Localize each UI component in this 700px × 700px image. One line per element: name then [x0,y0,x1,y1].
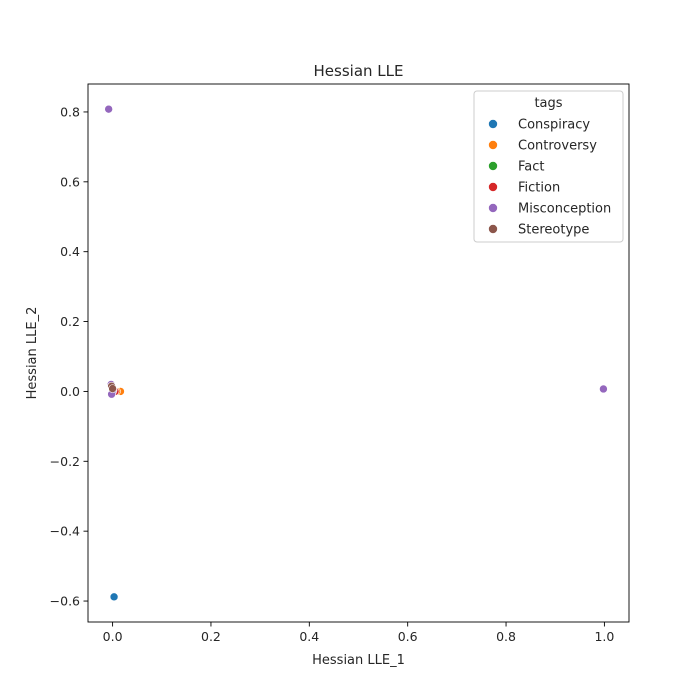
data-point [108,384,117,393]
x-axis-title: Hessian LLE_1 [312,653,405,668]
y-tick-label: −0.6 [50,594,80,609]
legend-box [473,90,624,243]
x-tick-label: 0.4 [299,629,319,644]
x-axis-ticks: 0.0 0.2 0.4 0.6 0.8 1.0 [103,622,614,644]
data-point [104,104,113,114]
data-point [599,384,608,394]
legend-items: Conspiracy Controversy Fact Fiction Misconce… [488,118,611,238]
y-axis-ticks: −0.6 −0.4 −0.2 0.0 0.2 0.4 0.6 0.8 [50,104,88,609]
legend-label: Stereotype [518,223,589,238]
x-tick-label: 0.0 [103,629,123,644]
legend-marker [488,161,498,171]
legend-marker [488,140,498,150]
chart-title: Hessian LLE [314,62,404,80]
data-point [109,592,119,602]
y-tick-label: 0.8 [60,104,80,119]
legend: tags Conspiracy Controversy Fact Fiction Mis… [473,90,624,243]
x-tick-label: 1.0 [594,629,614,644]
legend-label: Fact [518,160,545,175]
legend-title: tags [534,96,562,111]
y-tick-label: −0.4 [50,524,80,539]
legend-marker [488,224,498,234]
legend-label: Fiction [518,181,560,196]
y-tick-label: 0.6 [60,174,80,189]
legend-label: Controversy [518,139,597,154]
y-tick-label: 0.4 [60,244,80,259]
y-tick-label: 0.0 [60,384,80,399]
x-tick-label: 0.8 [496,629,516,644]
y-tick-label: 0.2 [60,314,80,329]
legend-label: Misconception [518,202,611,217]
legend-label: Conspiracy [518,118,590,133]
y-axis-title: Hessian LLE_2 [25,307,40,400]
legend-marker [488,182,498,192]
y-tick-label: −0.2 [50,454,80,469]
x-tick-label: 0.6 [398,629,418,644]
legend-marker [488,203,498,213]
x-tick-label: 0.2 [201,629,221,644]
legend-marker [488,119,498,129]
plot-area-frame [87,83,630,623]
data-points [104,104,608,602]
